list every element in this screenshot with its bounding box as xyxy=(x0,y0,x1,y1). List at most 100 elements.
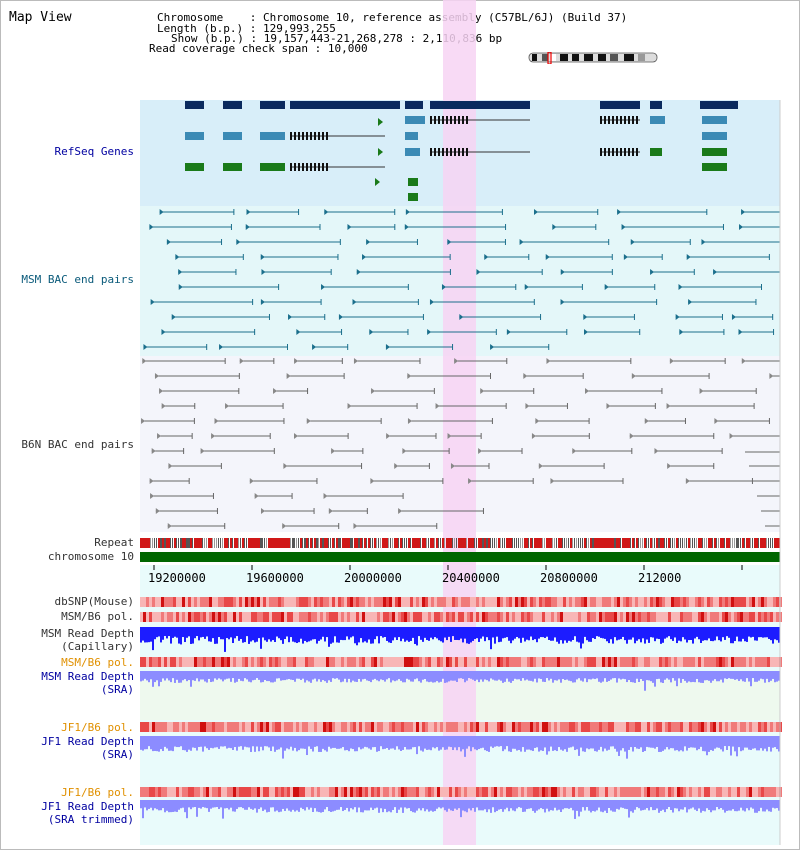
read-depth-bar xyxy=(726,736,728,750)
read-depth-bar xyxy=(262,800,264,811)
track-label-msm-b6-pol-1[interactable]: MSM/B6 pol. xyxy=(61,610,134,623)
bac-end-marker xyxy=(531,433,536,439)
polymorphism-cell xyxy=(629,597,632,607)
read-depth-bar xyxy=(240,736,242,747)
read-depth-bar xyxy=(650,736,652,748)
read-depth-bar xyxy=(338,671,340,680)
read-depth-bar xyxy=(142,800,144,819)
repeat-mark xyxy=(636,538,638,548)
repeat-mark xyxy=(476,538,477,548)
repeat-mark xyxy=(562,538,563,548)
read-depth-bar xyxy=(738,736,740,748)
bac-end-marker xyxy=(654,448,659,454)
bac-end-marker xyxy=(245,224,250,230)
read-depth-bar xyxy=(678,736,680,752)
track-label-msm-depth-sra-sub: (SRA) xyxy=(100,683,134,696)
repeat-mark xyxy=(480,538,482,548)
track-label-jf1-depth-sra[interactable]: JF1 Read Depth xyxy=(41,735,134,748)
polymorphism-cell xyxy=(467,657,470,667)
repeat-mark xyxy=(746,538,748,548)
polymorphism-cell xyxy=(311,597,314,607)
polymorphism-cell xyxy=(422,612,425,622)
polymorphism-cell xyxy=(464,722,467,732)
track-label-msm-bac[interactable]: MSM BAC end pairs xyxy=(21,273,134,286)
polymorphism-cell xyxy=(167,597,170,607)
read-depth-bar xyxy=(562,671,564,679)
read-depth-bar xyxy=(642,736,644,752)
track-label-dbsnp[interactable]: dbSNP(Mouse) xyxy=(54,595,134,608)
polymorphism-cell xyxy=(281,787,284,797)
polymorphism-cell xyxy=(149,597,152,607)
gene-exon xyxy=(290,132,292,140)
track-label-msm-depth-sra[interactable]: MSM Read Depth xyxy=(41,670,134,683)
bac-end-marker xyxy=(621,224,626,230)
read-depth-bar xyxy=(462,627,464,643)
read-depth-bar xyxy=(394,800,396,808)
polymorphism-cell xyxy=(212,722,215,732)
polymorphism-cell xyxy=(215,612,218,622)
bac-end-marker xyxy=(478,448,483,454)
read-depth-bar xyxy=(244,671,246,679)
bac-end-marker xyxy=(171,314,176,320)
polymorphism-cell xyxy=(668,787,671,797)
read-depth-bar xyxy=(160,627,162,643)
read-depth-bar xyxy=(410,671,412,682)
read-depth-bar xyxy=(610,736,612,747)
read-depth-bar xyxy=(384,671,386,682)
track-label-b6n-bac[interactable]: B6N BAC end pairs xyxy=(21,438,134,451)
repeat-mark xyxy=(242,538,244,548)
polymorphism-cell xyxy=(245,722,248,732)
track-label-jf1-depth-trim[interactable]: JF1 Read Depth xyxy=(41,800,134,813)
bac-end-marker xyxy=(282,523,287,529)
gene-exon xyxy=(628,116,630,124)
track-label-msm-depth-capillary[interactable]: MSM Read Depth xyxy=(41,627,134,640)
polymorphism-cell xyxy=(695,597,698,607)
track-label-refseq[interactable]: RefSeq Genes xyxy=(54,145,134,158)
repeat-mark xyxy=(310,538,312,548)
polymorphism-cell xyxy=(662,657,665,667)
track-label-jf1-b6-pol-1[interactable]: JF1/B6 pol. xyxy=(61,721,134,734)
read-depth-bar xyxy=(176,671,178,680)
read-depth-bar xyxy=(440,800,442,809)
chromosome-ideogram[interactable] xyxy=(528,52,660,64)
read-depth-bar xyxy=(586,671,588,683)
polymorphism-cell xyxy=(440,612,443,622)
read-depth-bar xyxy=(728,736,730,747)
read-depth-bar xyxy=(602,736,604,752)
read-depth-bar xyxy=(438,800,440,808)
read-depth-bar xyxy=(244,800,246,810)
track-label-chromosome[interactable]: chromosome 10 xyxy=(47,550,134,563)
polymorphism-cell xyxy=(257,787,260,797)
polymorphism-cell xyxy=(404,787,407,797)
gene-exon xyxy=(438,148,440,156)
repeat-mark xyxy=(240,538,241,548)
read-depth-bar xyxy=(616,671,618,683)
track-label-msm-b6-pol-2[interactable]: MSM/B6 pol. xyxy=(61,656,134,669)
track-label-repeat[interactable]: Repeat xyxy=(94,536,134,549)
polymorphism-cell xyxy=(677,597,680,607)
polymorphism-cell xyxy=(416,722,419,732)
read-depth-bar xyxy=(234,671,236,683)
track-label-jf1-b6-pol-2[interactable]: JF1/B6 pol. xyxy=(61,786,134,799)
polymorphism-cell xyxy=(248,612,251,622)
read-depth-bar xyxy=(332,627,334,643)
read-depth-bar xyxy=(232,800,234,812)
polymorphism-cell xyxy=(710,787,713,797)
read-depth-bar xyxy=(536,736,538,748)
polymorphism-cell xyxy=(527,722,530,732)
read-depth-bar xyxy=(718,627,720,641)
polymorphism-cell xyxy=(524,787,527,797)
read-depth-bar xyxy=(488,671,490,682)
bac-end-marker xyxy=(239,358,244,364)
read-depth-bar xyxy=(558,736,560,748)
read-depth-bar xyxy=(194,627,196,639)
read-depth-bar xyxy=(610,671,612,680)
read-depth-bar xyxy=(422,736,424,752)
repeat-mark xyxy=(332,538,334,548)
read-depth-bar xyxy=(170,736,172,751)
read-depth-bar xyxy=(706,800,708,809)
repeat-mark xyxy=(640,538,641,548)
read-depth-bar xyxy=(198,627,200,641)
read-depth-bar xyxy=(700,627,702,643)
